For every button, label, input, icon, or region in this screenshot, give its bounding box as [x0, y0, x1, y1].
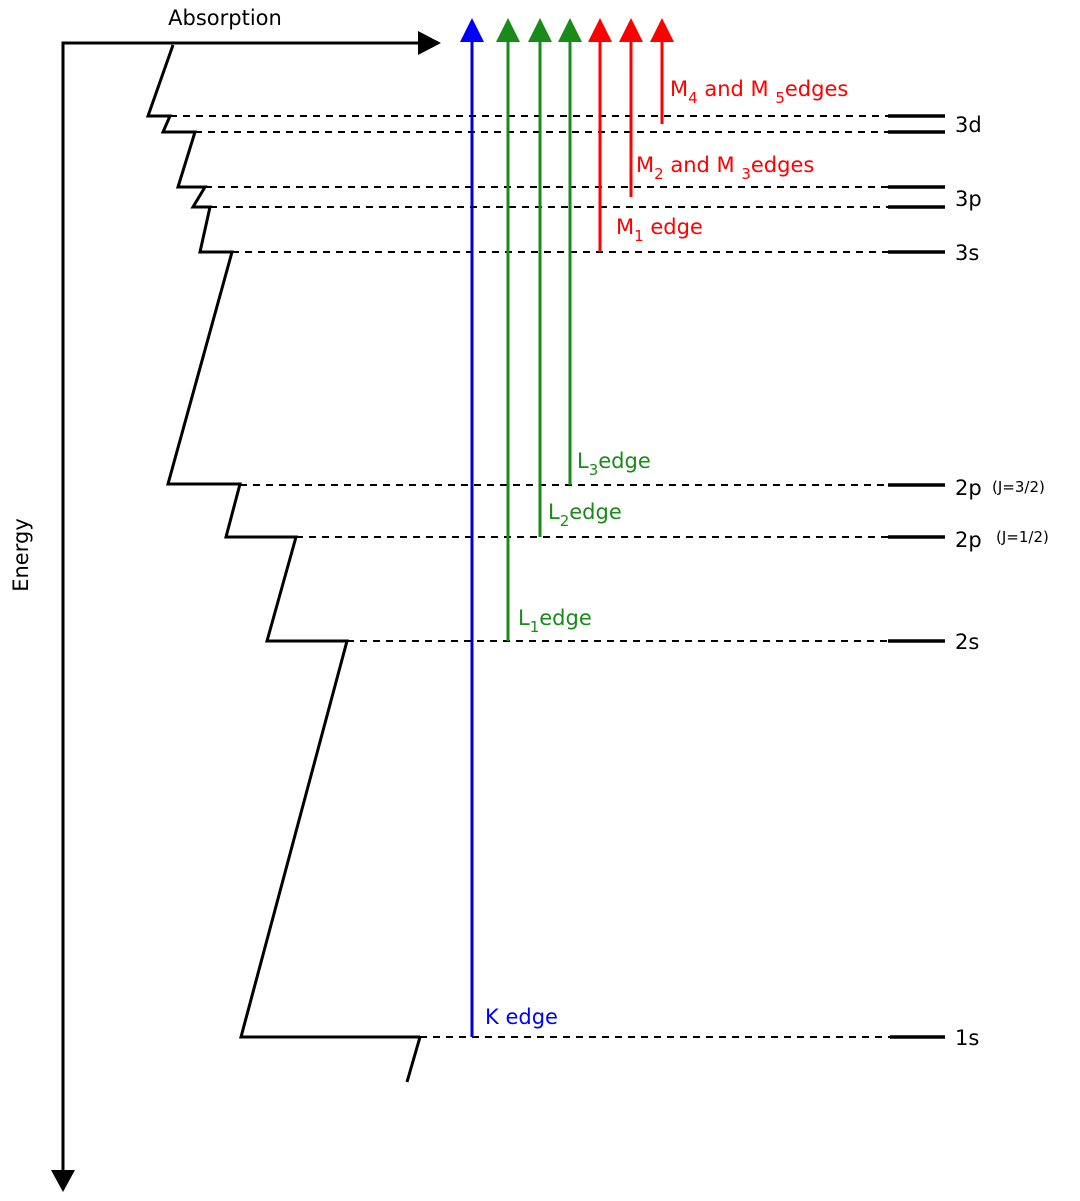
label-part: edges: [751, 153, 814, 177]
shape: [558, 18, 582, 42]
label-part: 3: [589, 461, 599, 479]
label-part: and M: [698, 77, 776, 101]
level-note: (J=3/2): [992, 478, 1045, 496]
shape: [61, 41, 420, 1175]
edge-label: L2edge: [548, 500, 622, 530]
label-part: L: [518, 606, 530, 630]
label-part: 1: [530, 618, 540, 636]
label-part: M: [616, 215, 634, 239]
level-label: 3d: [955, 113, 982, 137]
shape: [650, 18, 674, 42]
label-part: K edge: [485, 1005, 558, 1029]
y-arrow: [51, 1170, 75, 1192]
edge-label: L3edge: [577, 449, 651, 479]
label-part: 4: [688, 89, 698, 107]
absorption-curve: [145, 44, 420, 1039]
level-label: 3p: [955, 187, 982, 211]
label-part: edge: [598, 449, 651, 473]
label-part: 1: [634, 227, 644, 245]
label-part: edges: [785, 77, 848, 101]
shape: [496, 18, 520, 42]
label-part: edge: [644, 215, 703, 239]
level-label: 2s: [955, 630, 979, 654]
edge-label: M1 edge: [616, 215, 703, 245]
edge-label: K edge: [485, 1005, 558, 1029]
level-label: 1s: [955, 1026, 979, 1050]
label-part: edge: [569, 500, 622, 524]
shape: [460, 18, 484, 42]
axes: [61, 41, 420, 1175]
shape: [619, 18, 643, 42]
level-note: (J=1/2): [996, 528, 1049, 546]
shape: [588, 18, 612, 42]
levels: [170, 114, 945, 1039]
edge-arrows: [460, 18, 674, 1037]
label-part: L: [548, 500, 560, 524]
edge-label: L1edge: [518, 606, 592, 636]
label-part: and M: [664, 153, 742, 177]
label-part: 2: [654, 165, 664, 183]
level-label: 2p: [955, 528, 982, 552]
label-part: edge: [539, 606, 592, 630]
x-axis-label: Absorption: [168, 6, 282, 30]
label-part: L: [577, 449, 589, 473]
y-axis-label: Energy: [9, 518, 33, 592]
label-part: M: [670, 77, 688, 101]
label-part: M: [636, 153, 654, 177]
curve-tail: [405, 1036, 422, 1083]
label-part: 3: [741, 165, 751, 183]
level-label: 2p: [955, 476, 982, 500]
edge-label: M2 and M 3edges: [636, 153, 814, 183]
x-arrow: [418, 31, 441, 55]
edge-label: M4 and M 5edges: [670, 77, 848, 107]
label-part: 2: [560, 512, 570, 530]
label-part: 5: [775, 89, 785, 107]
level-label: 3s: [955, 241, 979, 265]
shape: [528, 18, 552, 42]
